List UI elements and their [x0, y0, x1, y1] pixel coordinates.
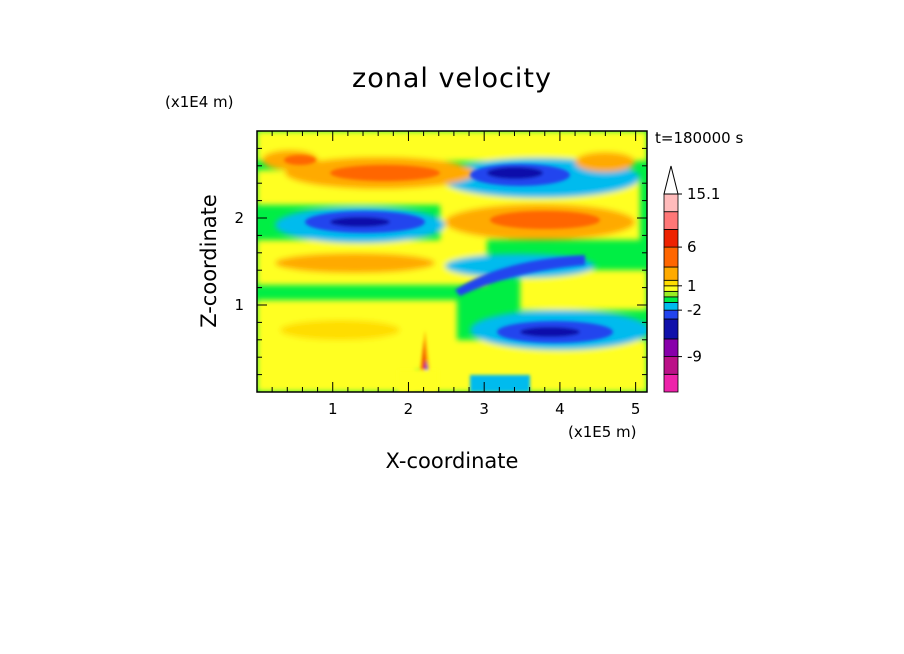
colorbar-segment	[663, 290, 679, 298]
colorbar-segment	[663, 373, 679, 393]
colorbar-segment	[663, 356, 679, 375]
plot-frame	[256, 130, 648, 393]
y-tick-label: 2	[234, 209, 244, 227]
colorbar-segment	[663, 309, 679, 320]
colorbar-extend-arrow	[663, 165, 679, 195]
x-tick-label: 5	[631, 400, 641, 418]
heatmap-field	[257, 131, 647, 392]
colorbar-segment	[663, 211, 679, 230]
x-axis: 1 2 3 4 5	[271, 131, 641, 418]
colorbar-tick-label: -2	[687, 301, 702, 319]
x-axis-label: X-coordinate	[386, 449, 519, 473]
x-tick-label: 3	[479, 400, 489, 418]
y-tick-label: 1	[234, 296, 244, 314]
colorbar-segment	[663, 338, 679, 358]
colorbar-segment	[663, 302, 679, 311]
colorbar-tick-label: 15.1	[687, 185, 720, 203]
colorbar-tick-label: -9	[687, 348, 702, 366]
colorbar-segment	[663, 228, 679, 248]
y-axis-label: Z-coordinate	[197, 194, 221, 328]
colorbar-segment	[663, 266, 679, 281]
x-tick-label: 2	[404, 400, 414, 418]
colorbar-tick-label: 1	[687, 277, 697, 295]
colorbar-segment	[663, 285, 679, 292]
colorbar: 15.1 6 1 -2 -9	[663, 165, 720, 393]
x-tick-label: 1	[328, 400, 338, 418]
x-tick-label: 4	[555, 400, 565, 418]
colorbar-segment	[663, 246, 679, 268]
colorbar-segment	[663, 279, 679, 287]
colorbar-segment	[663, 296, 679, 303]
colorbar-segment	[663, 193, 679, 213]
y-axis: 12	[234, 147, 647, 376]
time-label: t=180000 s	[655, 129, 743, 147]
colorbar-segment	[663, 318, 679, 340]
x-multiplier-label: (x1E5 m)	[568, 423, 637, 441]
colorbar-tick-label: 6	[687, 238, 697, 256]
chart-title: zonal velocity	[352, 63, 552, 94]
y-multiplier-label: (x1E4 m)	[165, 93, 234, 111]
